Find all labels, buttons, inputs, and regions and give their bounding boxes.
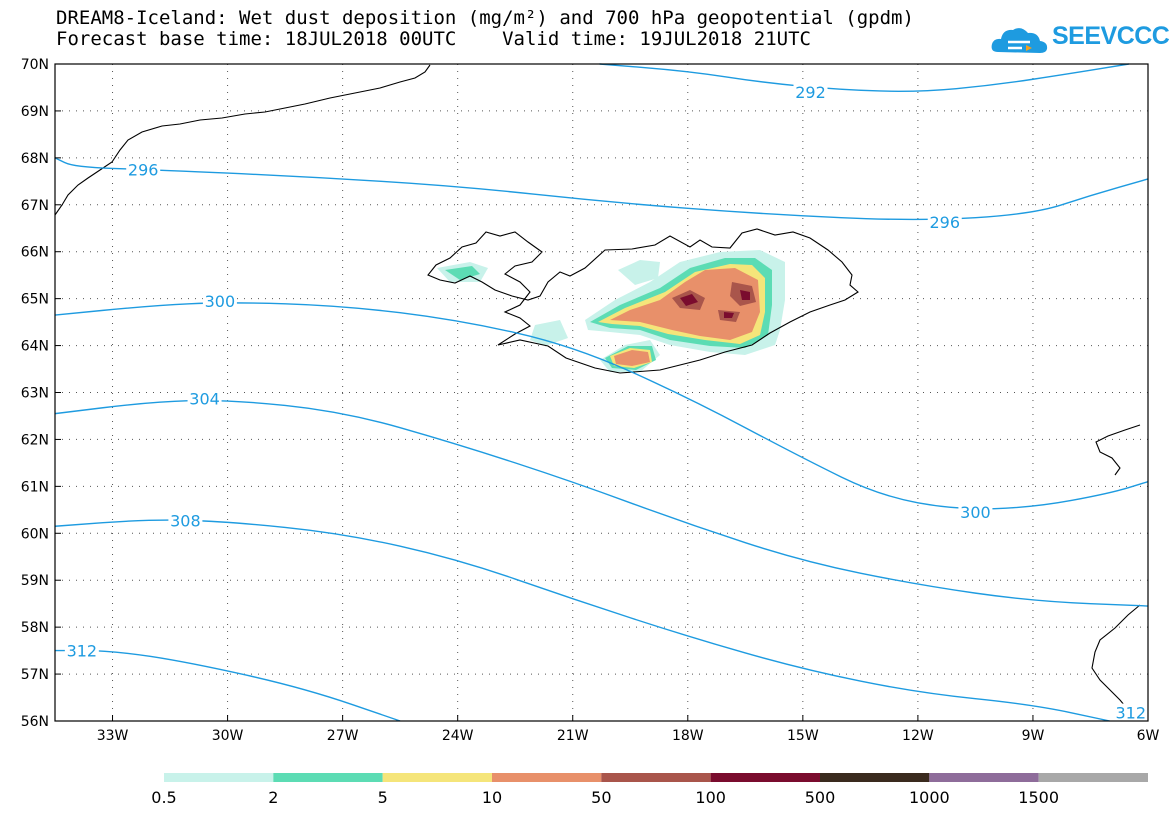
lon-tick-label: 33W bbox=[97, 728, 129, 744]
legend-label: 2 bbox=[268, 788, 278, 807]
title-line-1: DREAM8-Iceland: Wet dust deposition (mg/… bbox=[56, 7, 914, 29]
contour-label-bg bbox=[958, 503, 993, 522]
iceland-coastline bbox=[427, 228, 859, 374]
logo-text: SEEVCCC bbox=[1052, 22, 1170, 50]
map-title: DREAM8-Iceland: Wet dust deposition (mg/… bbox=[56, 8, 914, 50]
lat-tick-label: 67N bbox=[21, 198, 49, 214]
lat-tick-label: 62N bbox=[21, 432, 49, 448]
lon-tick-label: 18W bbox=[672, 728, 704, 744]
lat-tick-label: 60N bbox=[21, 526, 49, 542]
lat-tick-label: 59N bbox=[21, 573, 49, 589]
lat-tick-label: 66N bbox=[21, 245, 49, 261]
contour-label-bg bbox=[64, 641, 99, 660]
legend-label: 50 bbox=[591, 788, 611, 807]
axes-labels: 33W 30W 27W 24W 21W 18W 15W 12W 9W 6W 70N 69N 68N 67N… bbox=[21, 57, 1160, 744]
geopotential-contour-line bbox=[54, 157, 1149, 221]
contour-label: 308 bbox=[170, 512, 201, 531]
legend-color-swatch bbox=[492, 773, 602, 782]
legend-label: 10 bbox=[482, 788, 502, 807]
legend-label: 0.5 bbox=[151, 788, 176, 807]
legend-color-swatch bbox=[601, 773, 711, 782]
contour-label-bg bbox=[1113, 703, 1148, 722]
lon-tick-label: 24W bbox=[442, 728, 474, 744]
lat-tick-label: 63N bbox=[21, 386, 49, 402]
lon-tick-label: 30W bbox=[212, 728, 244, 744]
contour-label: 312 bbox=[1115, 704, 1146, 723]
lon-tick-label: 21W bbox=[557, 728, 589, 744]
legend-label: 1000 bbox=[909, 788, 950, 807]
legend-label: 1500 bbox=[1018, 788, 1059, 807]
contour-label: 300 bbox=[205, 292, 236, 311]
contour-label: 312 bbox=[67, 642, 98, 661]
contour-label: 292 bbox=[795, 83, 826, 102]
lat-tick-label: 58N bbox=[21, 620, 49, 636]
legend-color-swatch bbox=[382, 773, 492, 782]
lat-tick-label: 61N bbox=[21, 479, 49, 495]
lat-tick-label: 65N bbox=[21, 292, 49, 308]
contour-label-bg bbox=[187, 389, 222, 408]
contour-label: 296 bbox=[128, 161, 159, 180]
lat-tick-label: 68N bbox=[21, 151, 49, 167]
legend-label: 100 bbox=[695, 788, 726, 807]
lon-tick-label: 6W bbox=[1137, 728, 1160, 744]
contour-label-bg bbox=[793, 83, 828, 102]
lon-tick-label: 27W bbox=[327, 728, 359, 744]
geopotential-contour-line bbox=[599, 63, 1129, 92]
contour-label-bg bbox=[126, 160, 161, 179]
legend-color-swatch bbox=[710, 773, 820, 782]
graticule bbox=[55, 63, 1149, 722]
lon-tick-label: 12W bbox=[902, 728, 934, 744]
geopotential-contours: 292 296 296 300 300 304 308 312 312 bbox=[54, 63, 1149, 723]
geopotential-contour-line bbox=[54, 519, 1110, 722]
dust-shading-100 bbox=[680, 290, 750, 318]
contour-label-bg bbox=[202, 291, 237, 310]
scotland-coastline bbox=[1091, 604, 1141, 719]
lat-tick-label: 70N bbox=[21, 57, 49, 73]
dust-deposition-field bbox=[437, 250, 785, 372]
geopotential-contour-line bbox=[54, 649, 401, 722]
contour-label: 304 bbox=[189, 390, 220, 409]
cloud-logo-icon bbox=[991, 28, 1048, 53]
legend-label: 500 bbox=[805, 788, 836, 807]
color-legend: 0.5 2 5 10 50 100 500 1000 1500 bbox=[151, 773, 1148, 807]
legend-color-swatch bbox=[1038, 773, 1148, 782]
legend-color-swatch bbox=[273, 773, 383, 782]
lat-tick-label: 64N bbox=[21, 339, 49, 355]
legend-color-swatch bbox=[929, 773, 1039, 782]
contour-label-bg bbox=[927, 213, 962, 232]
greenland-coastline bbox=[54, 64, 431, 216]
contour-label: 296 bbox=[929, 213, 960, 232]
legend-color-swatch bbox=[820, 773, 930, 782]
lat-tick-label: 69N bbox=[21, 104, 49, 120]
lon-tick-label: 15W bbox=[787, 728, 819, 744]
contour-label-bg bbox=[168, 511, 203, 530]
contour-label: 300 bbox=[960, 503, 991, 522]
title-line-2: Forecast base time: 18JUL2018 00UTC Vali… bbox=[56, 28, 811, 50]
norway-coastline bbox=[1095, 424, 1141, 476]
lat-tick-label: 56N bbox=[21, 714, 49, 730]
legend-color-swatch bbox=[164, 773, 274, 782]
lon-tick-label: 9W bbox=[1022, 728, 1045, 744]
lat-tick-label: 57N bbox=[21, 667, 49, 683]
legend-label: 5 bbox=[378, 788, 388, 807]
